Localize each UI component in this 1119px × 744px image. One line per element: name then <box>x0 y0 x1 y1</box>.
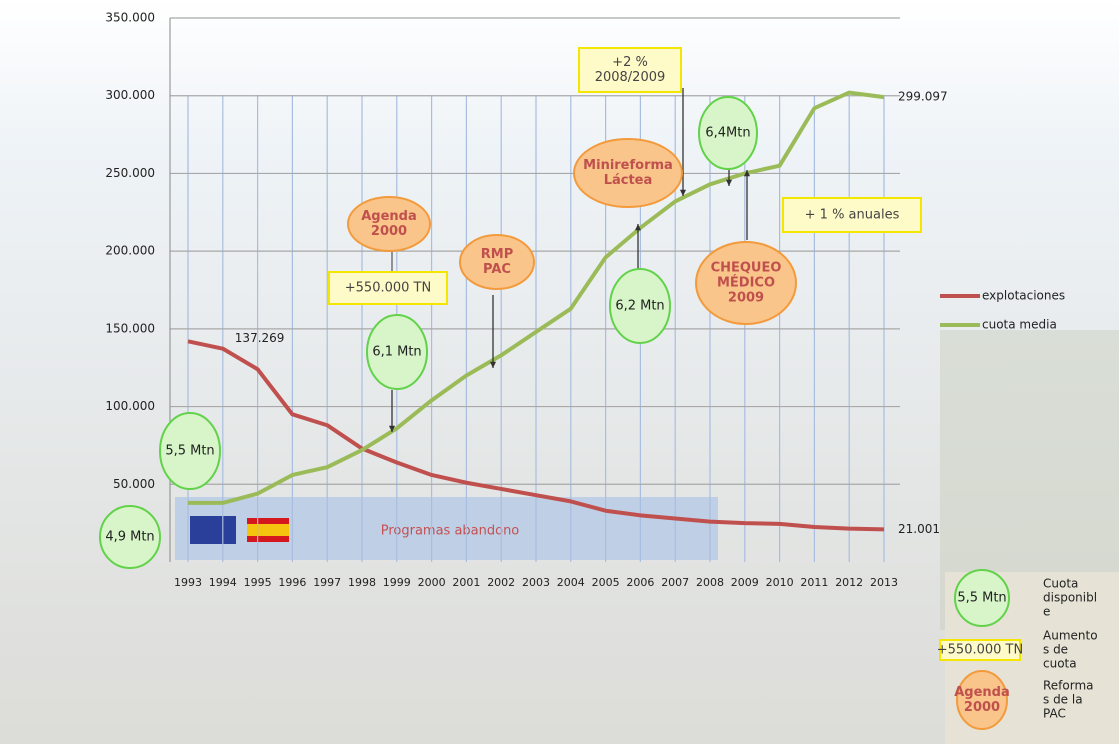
annotation-text: 6,2 Mtn <box>615 299 664 314</box>
key-text: disponibl <box>1043 591 1097 605</box>
annotation-shape <box>159 412 221 490</box>
key-text: 2000 <box>964 700 1000 715</box>
band-label: Programas abandono <box>381 524 520 539</box>
annotation-text: RMP <box>481 247 513 262</box>
x-tick-label: 1996 <box>278 576 306 589</box>
key-text: PAC <box>1043 707 1066 721</box>
x-tick-label: 1997 <box>313 576 341 589</box>
x-tick-label: 1998 <box>348 576 376 589</box>
x-tick-label: 2002 <box>487 576 515 589</box>
annotation-shape <box>698 96 758 170</box>
annotation-text: +550.000 TN <box>345 281 431 296</box>
y-tick-label: 150.000 <box>105 321 155 335</box>
y-tick-label: 200.000 <box>105 244 155 258</box>
annotation-shape <box>573 138 683 208</box>
y-tick-label: 50.000 <box>113 477 155 491</box>
data-label: 21.001 <box>898 522 940 536</box>
annotation-shape <box>609 268 671 344</box>
annotation-text: PAC <box>483 262 511 277</box>
arrow-head <box>679 189 687 196</box>
x-tick-label: 1993 <box>174 576 202 589</box>
arrow-head <box>388 425 396 432</box>
annotation-text: MÉDICO <box>717 275 775 291</box>
legend-label: explotaciones <box>982 289 1065 303</box>
annotation-shape <box>366 314 428 390</box>
key-shape <box>956 670 1008 730</box>
annotation-shape <box>578 47 682 93</box>
x-tick-label: 2001 <box>452 576 480 589</box>
key-text: Agenda <box>954 685 1010 700</box>
key-text: Aumento <box>1043 629 1098 643</box>
eu-flag <box>190 516 236 544</box>
arrow-head <box>743 170 751 177</box>
data-label: 137.269 <box>235 331 285 345</box>
key-text: Reforma <box>1043 679 1094 693</box>
x-tick-label: 1995 <box>244 576 272 589</box>
annotation-shape <box>328 271 448 305</box>
x-tick-label: 1999 <box>383 576 411 589</box>
x-tick-label: 2008 <box>696 576 724 589</box>
x-tick-label: 2006 <box>626 576 654 589</box>
key-shape <box>954 569 1010 627</box>
annotation-text: 2000 <box>371 224 407 239</box>
annotation-text: Minireforma <box>583 158 673 173</box>
key-text: Cuota <box>1043 577 1078 591</box>
legend-label: cuota media <box>982 318 1057 332</box>
x-tick-label: 2011 <box>800 576 828 589</box>
annotation-text: 6,1 Mtn <box>372 345 421 360</box>
data-label: 299.097 <box>898 90 948 104</box>
x-tick-label: 2003 <box>522 576 550 589</box>
annotation-text: 4,9 Mtn <box>105 530 154 545</box>
x-tick-label: 2012 <box>835 576 863 589</box>
annotation-text: Agenda <box>361 209 417 224</box>
key-text: 5,5 Mtn <box>957 591 1006 606</box>
x-tick-label: 2013 <box>870 576 898 589</box>
x-tick-label: 2010 <box>766 576 794 589</box>
annotation-text: 6,4Mtn <box>705 126 750 141</box>
annotation-shape <box>695 241 797 325</box>
annotation-text: 2009 <box>728 291 764 306</box>
annotation-text: 5,5 Mtn <box>165 444 214 459</box>
y-tick-label: 300.000 <box>105 88 155 102</box>
x-tick-label: 2009 <box>731 576 759 589</box>
annotation-text: +2 % <box>612 55 648 70</box>
x-tick-label: 2007 <box>661 576 689 589</box>
annotation-shape <box>347 196 431 252</box>
y-tick-label: 350.000 <box>105 11 155 25</box>
annotation-shape <box>99 505 161 569</box>
arrow-head <box>489 361 497 368</box>
annotation-shape <box>459 234 535 290</box>
key-shape <box>939 639 1021 661</box>
key-text: e <box>1043 605 1050 619</box>
x-tick-label: 1994 <box>209 576 237 589</box>
annotation-text: + 1 % anuales <box>805 208 900 223</box>
key-text: cuota <box>1043 657 1077 671</box>
y-tick-label: 250.000 <box>105 166 155 180</box>
y-tick-label: 100.000 <box>105 399 155 413</box>
x-tick-label: 2000 <box>418 576 446 589</box>
annotation-text: 2008/2009 <box>595 70 666 85</box>
arrow-head <box>725 179 733 186</box>
annotation-text: Láctea <box>604 173 653 188</box>
spain-flag-stripe <box>247 524 289 536</box>
key-text: s de <box>1043 643 1068 657</box>
annotation-shape <box>782 197 922 233</box>
x-tick-label: 2005 <box>592 576 620 589</box>
annotation-text: CHEQUEO <box>711 261 782 276</box>
arrow-head <box>634 224 642 231</box>
x-tick-label: 2004 <box>557 576 585 589</box>
key-text: +550.000 TN <box>937 643 1023 658</box>
series-line <box>187 339 885 532</box>
key-text: s de la <box>1043 693 1083 707</box>
series-line <box>188 90 885 505</box>
